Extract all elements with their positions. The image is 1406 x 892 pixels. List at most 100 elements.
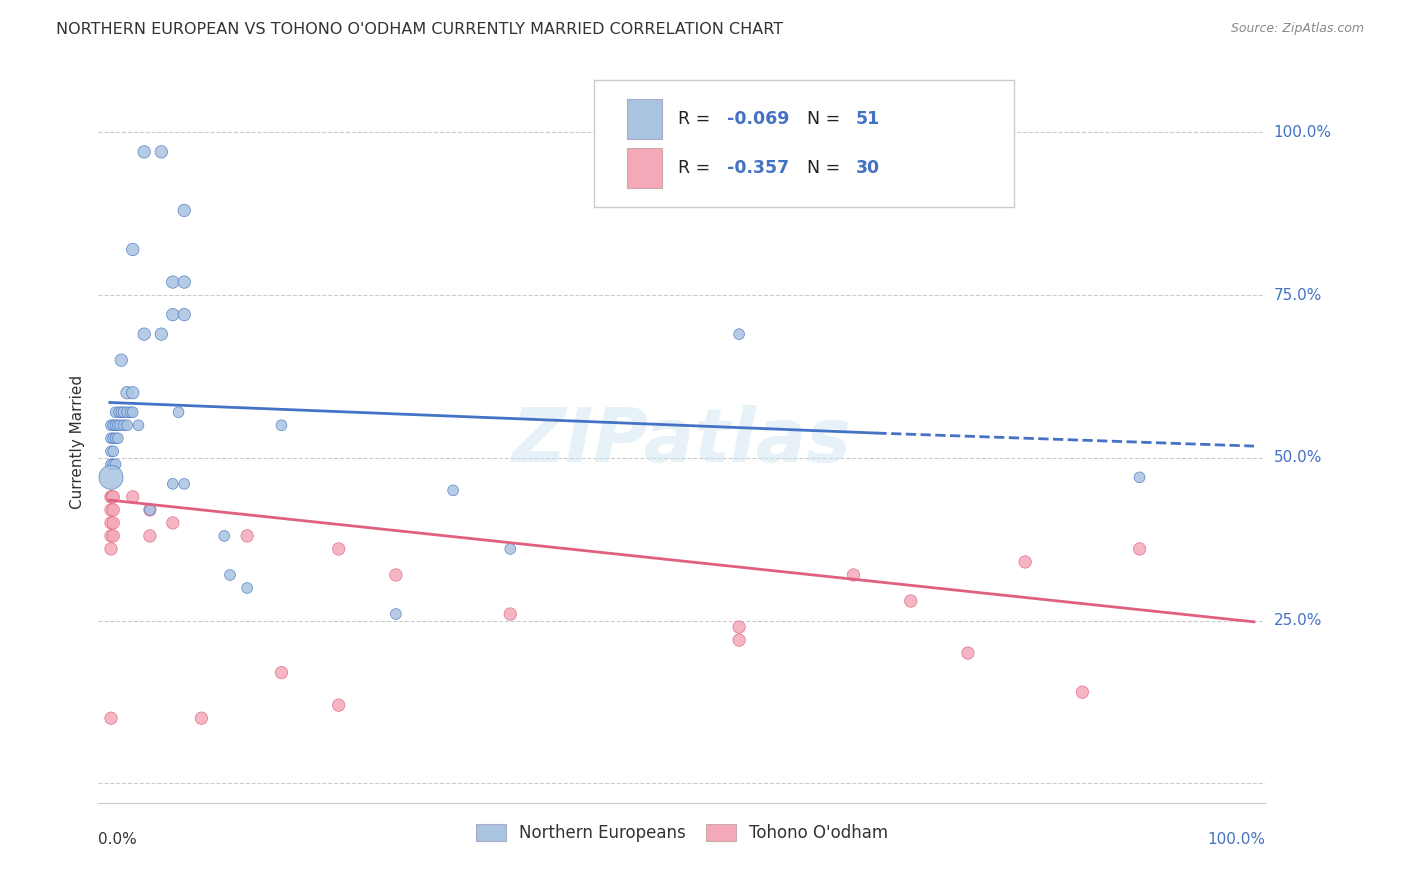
Point [134,145,156,159]
Point [101,490,124,504]
Point [173,203,195,218]
Text: N =: N = [807,159,845,178]
Point [103,458,125,472]
Point [150,327,173,342]
Text: 100.0%: 100.0% [1208,831,1265,847]
Point [328,541,350,556]
Point [103,444,125,458]
Point [100,541,122,556]
Point [121,243,143,257]
Point [167,405,190,419]
Point [270,665,292,680]
Point [728,620,751,634]
Point [728,327,751,342]
Point [115,418,138,433]
Point [236,581,259,595]
Point [121,405,143,419]
Point [236,529,259,543]
Text: ZIPatlas: ZIPatlas [512,405,852,478]
Point [499,541,522,556]
Point [385,607,408,621]
Text: 0.0%: 0.0% [98,831,138,847]
Point [104,405,127,419]
Text: N =: N = [807,110,845,128]
Point [121,490,143,504]
Point [162,476,184,491]
Point [107,418,129,433]
Point [104,418,127,433]
Point [139,503,162,517]
FancyBboxPatch shape [595,80,1015,207]
Point [103,503,125,517]
Point [1128,470,1150,484]
Point [270,418,292,433]
Point [115,385,138,400]
Point [100,711,122,725]
Point [1071,685,1094,699]
Text: R =: R = [679,159,716,178]
Point [110,405,132,419]
Point [134,327,156,342]
Point [104,458,127,472]
Point [328,698,350,713]
Point [139,503,162,517]
Point [162,516,184,530]
Point [162,308,184,322]
Point [1128,541,1150,556]
Point [150,145,173,159]
Point [112,405,135,419]
Point [100,490,122,504]
Point [121,385,143,400]
Point [110,353,132,368]
Point [108,418,131,433]
Point [173,476,195,491]
Point [173,308,195,322]
Point [173,275,195,289]
Point [100,458,122,472]
Point [100,516,122,530]
Point [100,470,122,484]
Point [115,405,138,419]
Point [100,418,122,433]
Point [100,503,122,517]
Point [112,418,135,433]
Text: -0.069: -0.069 [727,110,790,128]
Point [107,431,129,445]
Text: 50.0%: 50.0% [1274,450,1322,466]
Point [103,490,125,504]
Point [127,418,149,433]
Point [385,568,408,582]
Point [100,444,122,458]
Text: 100.0%: 100.0% [1274,125,1331,140]
Point [120,405,142,419]
Point [103,529,125,543]
Text: NORTHERN EUROPEAN VS TOHONO O'ODHAM CURRENTLY MARRIED CORRELATION CHART: NORTHERN EUROPEAN VS TOHONO O'ODHAM CURR… [56,22,783,37]
Point [900,594,922,608]
Point [219,568,242,582]
Point [103,431,125,445]
Text: R =: R = [679,110,716,128]
Text: 30: 30 [856,159,880,178]
Point [108,405,131,419]
Text: Source: ZipAtlas.com: Source: ZipAtlas.com [1230,22,1364,36]
Point [441,483,464,498]
Point [1014,555,1036,569]
Point [214,529,236,543]
Text: 75.0%: 75.0% [1274,287,1322,302]
Point [190,711,212,725]
FancyBboxPatch shape [627,148,662,188]
Point [103,516,125,530]
Point [103,418,125,433]
Point [162,275,184,289]
FancyBboxPatch shape [627,99,662,139]
Point [139,529,162,543]
Point [956,646,979,660]
Point [728,633,751,648]
Text: 25.0%: 25.0% [1274,613,1322,628]
Text: -0.357: -0.357 [727,159,790,178]
Point [842,568,865,582]
Legend: Northern Europeans, Tohono O'odham: Northern Europeans, Tohono O'odham [470,817,894,848]
Text: 51: 51 [856,110,880,128]
Point [499,607,522,621]
Point [100,529,122,543]
